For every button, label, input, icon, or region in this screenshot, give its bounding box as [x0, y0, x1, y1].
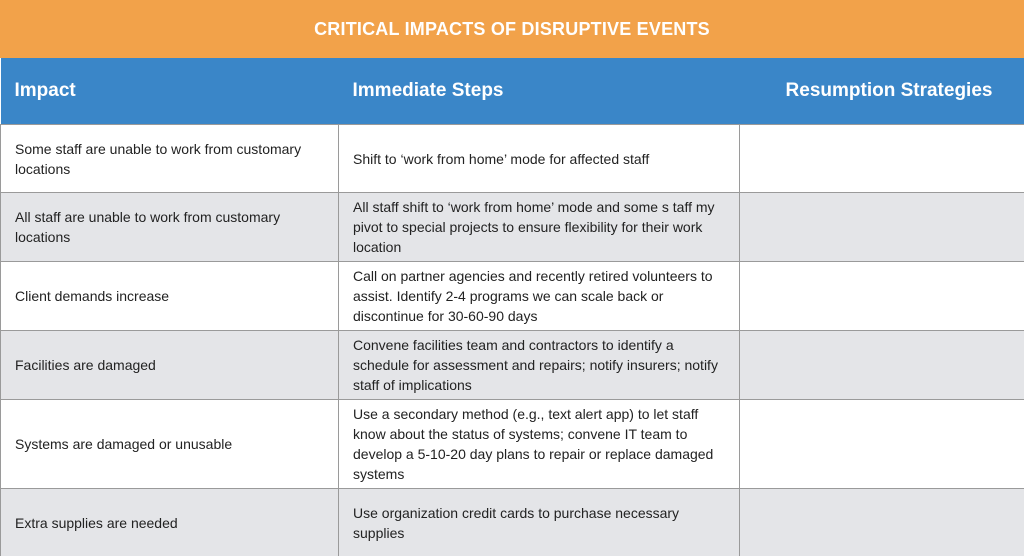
- impact-cell: Some staff are unable to work from custo…: [0, 124, 339, 193]
- resumption-cell: [739, 192, 1024, 262]
- resumption-cell: [739, 261, 1024, 331]
- impact-cell: Client demands increase: [0, 261, 339, 331]
- header-row: Impact Immediate Steps Resumption Strate…: [0, 58, 1024, 125]
- steps-cell: Convene facilities team and contractors …: [338, 330, 740, 400]
- steps-cell: Shift to ‘work from home’ mode for affec…: [338, 124, 740, 193]
- column-header-immediate-steps: Immediate Steps: [352, 80, 504, 101]
- steps-cell: Use a secondary method (e.g., text alert…: [338, 399, 740, 489]
- steps-cell: Call on partner agencies and recently re…: [338, 261, 740, 331]
- column-header-impact: Impact: [14, 80, 76, 101]
- table-row: Systems are damaged or unusable Use a se…: [0, 399, 1024, 489]
- resumption-cell: [739, 399, 1024, 489]
- resumption-cell: [739, 124, 1024, 193]
- impact-cell: Extra supplies are needed: [0, 488, 339, 556]
- steps-cell: All staff shift to ‘work from home’ mode…: [338, 192, 740, 262]
- resumption-cell: [739, 488, 1024, 556]
- impacts-table: Impact Immediate Steps Resumption Strate…: [0, 58, 1024, 556]
- impact-cell: Systems are damaged or unusable: [0, 399, 339, 489]
- impact-cell: All staff are unable to work from custom…: [0, 192, 339, 262]
- table-row: Some staff are unable to work from custo…: [0, 124, 1024, 193]
- table-row: Extra supplies are needed Use organizati…: [0, 488, 1024, 556]
- steps-cell: Use organization credit cards to purchas…: [338, 488, 740, 556]
- table-row: Facilities are damaged Convene facilitie…: [0, 330, 1024, 400]
- column-header-resumption-strategies: Resumption Strategies: [785, 80, 993, 101]
- impact-cell: Facilities are damaged: [0, 330, 339, 400]
- table-row: All staff are unable to work from custom…: [0, 192, 1024, 262]
- table-row: Client demands increase Call on partner …: [0, 261, 1024, 331]
- table-title: CRITICAL IMPACTS OF DISRUPTIVE EVENTS: [314, 18, 710, 39]
- table-title-banner: CRITICAL IMPACTS OF DISRUPTIVE EVENTS: [0, 0, 1024, 58]
- resumption-cell: [739, 330, 1024, 400]
